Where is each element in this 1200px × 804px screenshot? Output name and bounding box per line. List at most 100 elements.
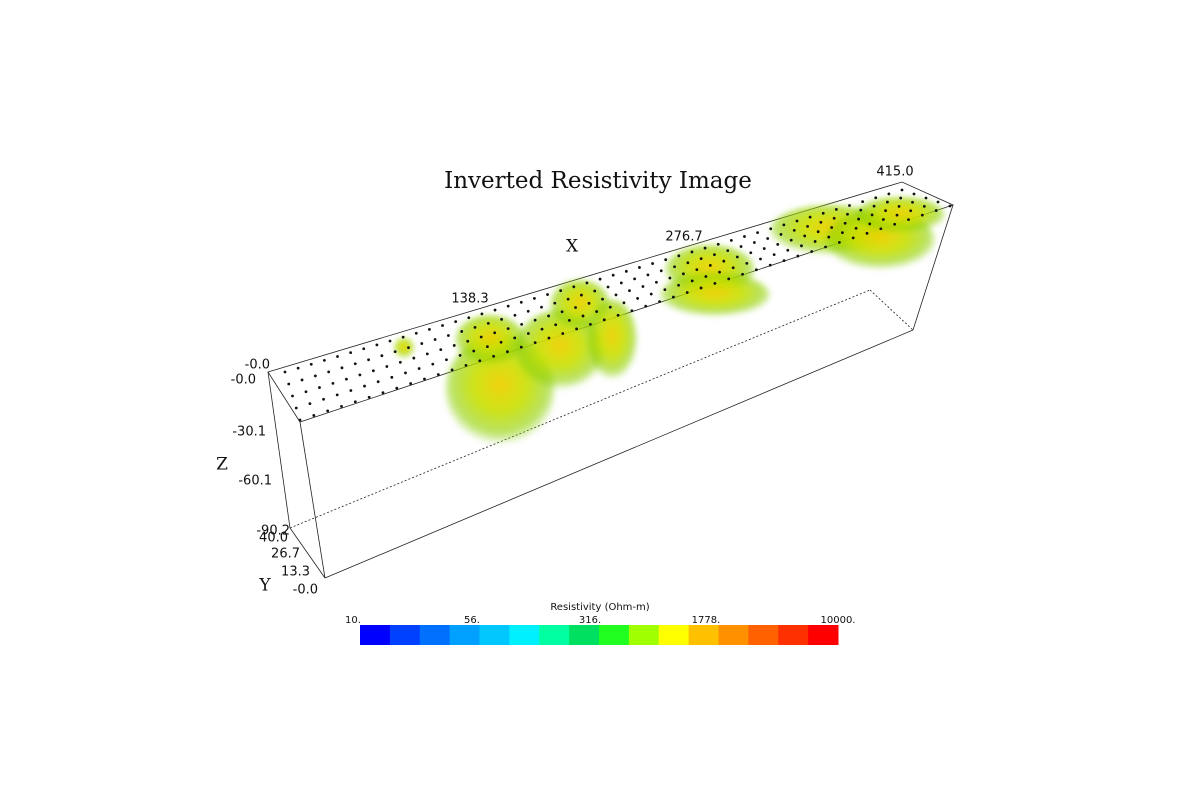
colorbar-label: Resistivity (Ohm-m) [550, 602, 649, 613]
x-tick-label: 276.7 [665, 230, 702, 245]
electrode [353, 400, 357, 404]
colorbar-tick-label: 1778. [692, 615, 721, 626]
electrode [874, 196, 878, 200]
electrode [500, 317, 504, 321]
electrode [336, 355, 339, 358]
electrode [393, 350, 397, 354]
electrode [827, 235, 831, 239]
electrode [909, 209, 913, 213]
electrode [854, 226, 858, 230]
electrode [768, 263, 772, 267]
electrode [540, 305, 543, 309]
electrode [922, 204, 926, 208]
electrode [580, 293, 583, 297]
electrode [473, 326, 477, 329]
electrode [371, 369, 375, 373]
electrode [762, 247, 766, 250]
electrode [595, 310, 599, 313]
z-tick-label: -90.2 [256, 524, 290, 539]
colorbar-swatch [658, 625, 690, 645]
electrode [431, 362, 435, 366]
electrode [433, 338, 437, 341]
electrode [749, 251, 753, 255]
electrode [486, 345, 489, 349]
electrode [585, 281, 589, 285]
electrode [598, 277, 602, 281]
electrode [362, 347, 366, 351]
electrode [881, 218, 885, 221]
electrode [614, 293, 618, 297]
electrode [887, 192, 891, 196]
electrode [879, 227, 883, 231]
electrode [367, 395, 371, 399]
x-tick-label: 138.3 [451, 292, 488, 307]
electrode [911, 200, 914, 204]
electrode [722, 259, 726, 263]
electrode [486, 321, 490, 325]
electrode [460, 330, 464, 333]
electrode [912, 192, 916, 196]
electrode [651, 262, 654, 265]
electrode [782, 223, 786, 227]
electrode [641, 285, 645, 288]
electrode [735, 255, 739, 259]
electrode [291, 394, 294, 398]
electrode [848, 204, 851, 207]
electrode [567, 318, 571, 322]
electrode [380, 354, 384, 358]
electrode [872, 204, 876, 208]
electrode [754, 268, 758, 272]
electrode [672, 295, 675, 299]
electrode [450, 368, 454, 372]
electrode [308, 402, 312, 406]
electrode [318, 386, 321, 389]
colorbar-tick-label: 10000. [821, 615, 856, 626]
electrode [897, 205, 901, 208]
electrode [846, 212, 849, 216]
electrode [703, 246, 707, 250]
electrode [673, 265, 676, 269]
electrode [619, 281, 623, 285]
colorbar-swatch [539, 625, 570, 645]
electrode [296, 366, 300, 370]
electrode [708, 264, 712, 267]
electrode [789, 238, 793, 242]
electrode [861, 200, 865, 204]
electrode [587, 301, 591, 305]
electrode [727, 277, 731, 281]
electrode [349, 389, 353, 392]
electrode [506, 327, 510, 330]
y-tick-label: 13.3 [281, 565, 310, 580]
electrode [756, 231, 759, 234]
electrode [452, 344, 456, 347]
electrode [664, 258, 668, 262]
electrode [741, 272, 744, 276]
electrode [358, 373, 362, 377]
electrode [843, 221, 847, 225]
colorbar-swatch [778, 625, 809, 645]
electrode [646, 273, 650, 277]
electrode [464, 363, 468, 367]
colorbar-swatch [479, 625, 510, 645]
electrode [313, 374, 317, 378]
x-tick-label: 415.0 [876, 165, 913, 180]
electrode [745, 261, 749, 265]
electrode [340, 404, 343, 408]
electrode [559, 289, 563, 293]
electrode [322, 397, 325, 401]
electrode [718, 270, 721, 274]
electrode [816, 230, 820, 234]
electrode [492, 354, 496, 358]
electrode [658, 300, 661, 304]
electrode [287, 382, 291, 386]
electrode [795, 219, 799, 223]
electrode [806, 224, 809, 228]
electrode [800, 244, 803, 248]
electrode [611, 273, 615, 277]
colorbar-swatch [808, 625, 839, 645]
electrode [731, 266, 735, 270]
electrode [885, 200, 889, 204]
electrode [716, 242, 720, 246]
electrode [533, 297, 536, 300]
electrode [729, 238, 733, 242]
